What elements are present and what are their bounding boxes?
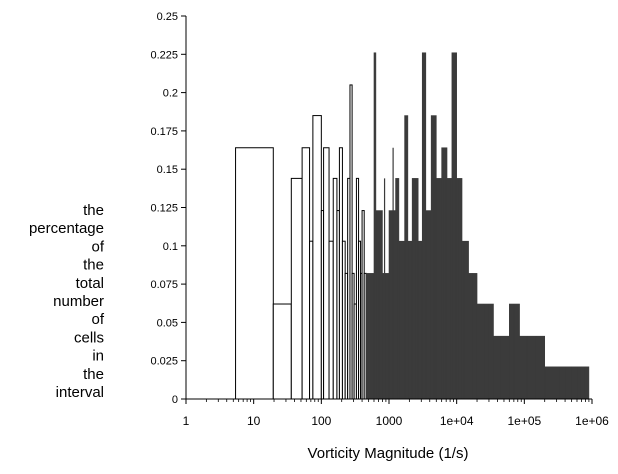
y-axis-label-line-8: in: [92, 348, 104, 365]
y-axis-label-line-4: total: [76, 275, 104, 292]
x-tick-label-0: 1: [183, 414, 190, 428]
y-tick-label-10: 0.25: [157, 11, 178, 23]
spikes-layer: [374, 52, 587, 399]
y-axis-label-line-2: of: [91, 238, 104, 255]
histogram-bar-9: [332, 177, 338, 400]
histogram-bar-47: [519, 335, 546, 400]
x-tick-label-1: 10: [247, 414, 261, 428]
histogram-bar-31: [407, 240, 413, 400]
histogram-bar-35: [425, 210, 432, 400]
histogram-bar-39: [446, 178, 453, 400]
y-tick-label-1: 0.025: [150, 356, 178, 368]
histogram-bar-2: [290, 177, 303, 400]
x-tick-label-3: 1000: [376, 414, 403, 428]
histogram-bar-7: [323, 147, 330, 400]
x-ticks-layer: 1 10 100 1000 1e+04 1e+05 1e+06: [183, 399, 609, 428]
y-axis-label-line-1: percentage: [29, 220, 104, 237]
y-tick-label-0: 0: [172, 394, 178, 406]
y-axis-label: thepercentageofthetotalnumberofcellsinth…: [29, 202, 105, 401]
histogram-bar-27: [388, 210, 396, 400]
y-ticks-layer: 0 0.025 0.05 0.075 0.1 0.125 0.15 0.175 0.2 0.225…: [150, 11, 186, 406]
histogram-bar-48: [544, 366, 590, 400]
y-axis-label-line-3: the: [83, 257, 104, 274]
y-tick-label-9: 0.225: [150, 49, 178, 61]
histogram-bar-26: [382, 273, 390, 400]
histogram-bar-23: [365, 273, 375, 400]
y-tick-label-3: 0.075: [150, 279, 178, 291]
histogram-bar-5: [312, 115, 322, 400]
y-axis-label-line-5: number: [53, 293, 104, 310]
y-axis-label-line-10: interval: [56, 384, 104, 401]
histogram-bar-37: [435, 178, 442, 400]
histogram-bar-8: [328, 240, 334, 400]
y-tick-label-2: 0.05: [157, 317, 178, 329]
y-tick-label-5: 0.125: [150, 203, 178, 215]
y-axis-label-line-6: of: [91, 311, 104, 328]
y-axis-label-line-0: the: [83, 202, 104, 219]
histogram-bar-33: [417, 240, 423, 400]
histogram-bar-44: [476, 303, 494, 400]
y-tick-label-8: 0.2: [163, 88, 178, 100]
x-axis-label: Vorticity Magnitude (1/s): [308, 445, 469, 462]
y-axis-label-line-9: the: [83, 366, 104, 383]
histogram-bar-42: [461, 240, 469, 400]
x-tick-label-6: 1e+06: [575, 414, 609, 428]
y-tick-label-4: 0.1: [163, 241, 178, 253]
histogram-bar-29: [398, 240, 405, 400]
histogram-bar-0: [235, 147, 274, 400]
x-tick-label-5: 1e+05: [507, 414, 541, 428]
x-tick-label-4: 1e+04: [440, 414, 474, 428]
y-axis-label-line-7: cells: [74, 329, 104, 346]
histogram-bar-3: [301, 147, 311, 400]
y-tick-label-6: 0.15: [157, 164, 178, 176]
y-tick-label-7: 0.175: [150, 126, 178, 138]
histogram-bar-1: [272, 303, 292, 400]
x-tick-label-2: 100: [311, 414, 331, 428]
